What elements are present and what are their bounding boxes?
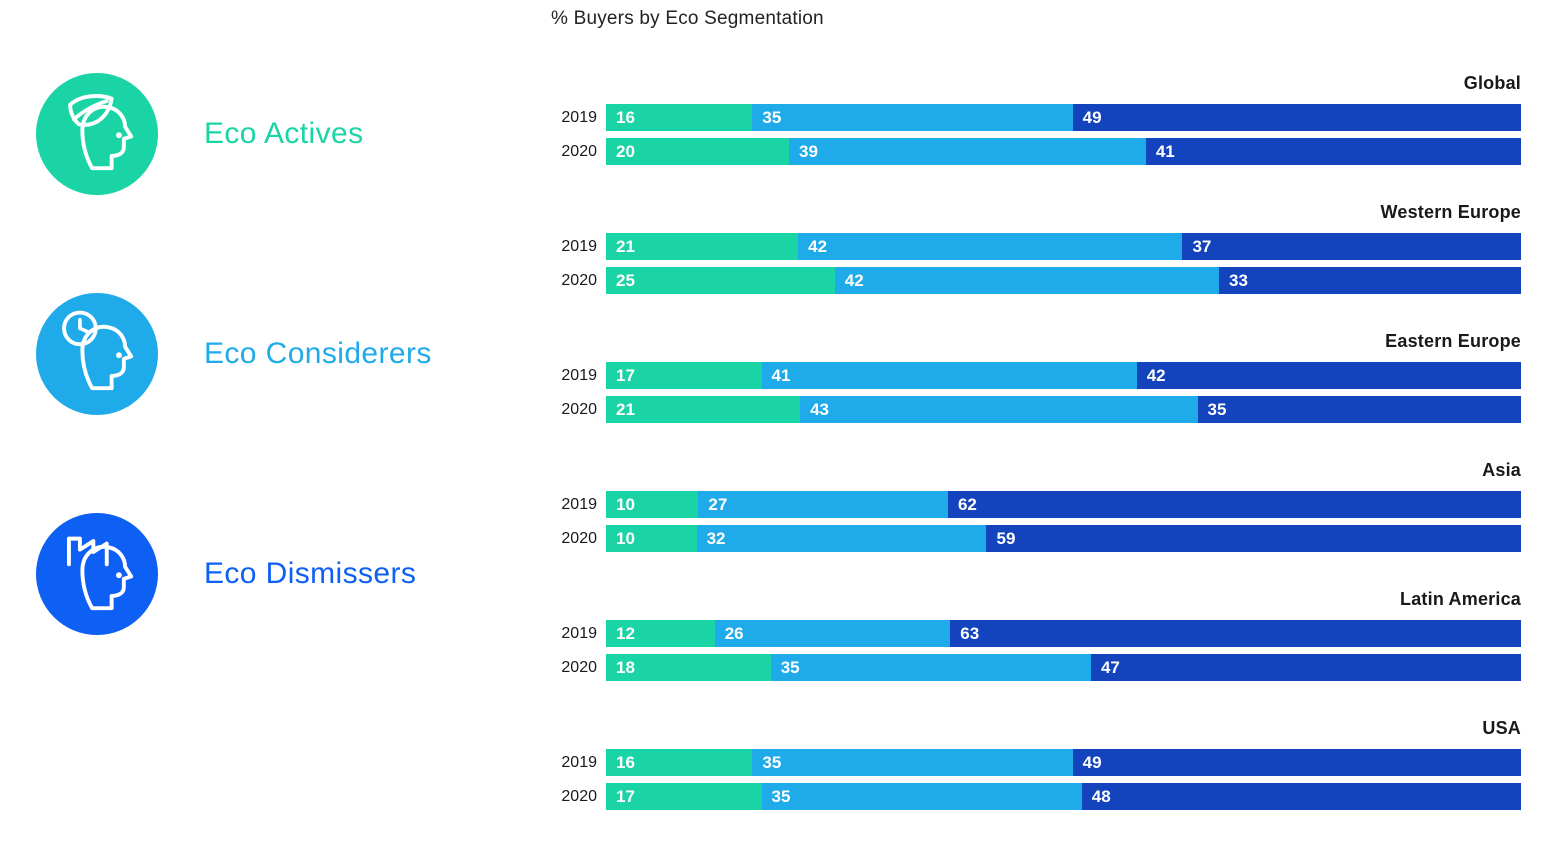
bar-segment-eco-actives: 10 bbox=[606, 491, 699, 518]
leaf-head-icon bbox=[36, 73, 158, 195]
stacked-bar: 18 35 47 bbox=[606, 654, 1521, 681]
bar-segment-eco-considerers: 35 bbox=[770, 654, 1091, 681]
bar-segment-eco-actives: 16 bbox=[606, 104, 753, 131]
bar-row: 2020 18 35 47 bbox=[551, 654, 1521, 681]
stacked-bar: 10 32 59 bbox=[606, 525, 1521, 552]
clock-head-icon bbox=[36, 293, 158, 415]
bar-segment-eco-dismissers: 48 bbox=[1081, 783, 1521, 810]
bar-row: 2019 16 35 49 bbox=[551, 749, 1521, 776]
region-group-asia: Asia 2019 10 27 62 2020 10 32 59 bbox=[551, 460, 1521, 552]
region-group-eastern-europe: Eastern Europe 2019 17 41 42 2020 21 43 35 bbox=[551, 331, 1521, 423]
bar-row: 2020 17 35 48 bbox=[551, 783, 1521, 810]
bar-segment-eco-dismissers: 49 bbox=[1072, 749, 1521, 776]
stacked-bar: 10 27 62 bbox=[606, 491, 1521, 518]
year-label: 2020 bbox=[561, 271, 597, 289]
bar-segment-eco-dismissers: 63 bbox=[950, 620, 1521, 647]
bar-segment-eco-considerers: 42 bbox=[834, 267, 1220, 294]
region-label: Asia bbox=[1482, 460, 1521, 480]
bar-segment-eco-actives: 25 bbox=[606, 267, 835, 294]
region-group-western-europe: Western Europe 2019 21 42 37 2020 25 42 33 bbox=[551, 202, 1521, 294]
year-label: 2020 bbox=[561, 142, 597, 160]
bar-row: 2019 17 41 42 bbox=[551, 362, 1521, 389]
region-label: Global bbox=[1463, 73, 1521, 93]
bar-segment-eco-dismissers: 42 bbox=[1136, 362, 1521, 389]
legend-label: Eco Actives bbox=[204, 117, 364, 150]
bar-segment-eco-actives: 21 bbox=[606, 233, 799, 260]
region-label: Eastern Europe bbox=[1385, 331, 1521, 351]
year-label: 2019 bbox=[561, 108, 597, 126]
bar-segment-eco-dismissers: 62 bbox=[947, 491, 1521, 518]
bar-segment-eco-actives: 12 bbox=[606, 620, 715, 647]
year-label: 2020 bbox=[561, 787, 597, 805]
bar-segment-eco-considerers: 42 bbox=[798, 233, 1183, 260]
bar-segment-eco-considerers: 27 bbox=[698, 491, 948, 518]
stacked-bar: 17 41 42 bbox=[606, 362, 1521, 389]
bar-row: 2019 12 26 63 bbox=[551, 620, 1521, 647]
stacked-bar: 20 39 41 bbox=[606, 138, 1521, 165]
bar-segment-eco-dismissers: 35 bbox=[1197, 396, 1521, 423]
bar-row: 2020 20 39 41 bbox=[551, 138, 1521, 165]
bar-segment-eco-actives: 20 bbox=[606, 138, 789, 165]
bar-segment-eco-dismissers: 41 bbox=[1145, 138, 1521, 165]
bar-row: 2020 21 43 35 bbox=[551, 396, 1521, 423]
year-label: 2019 bbox=[561, 624, 597, 642]
bar-segment-eco-actives: 21 bbox=[606, 396, 801, 423]
stacked-bar: 25 42 33 bbox=[606, 267, 1521, 294]
stacked-bar: 16 35 49 bbox=[606, 104, 1521, 131]
bar-row: 2019 21 42 37 bbox=[551, 233, 1521, 260]
bar-segment-eco-considerers: 35 bbox=[752, 749, 1073, 776]
bar-segment-eco-actives: 16 bbox=[606, 749, 753, 776]
stacked-bar: 12 26 63 bbox=[606, 620, 1521, 647]
bar-segment-eco-considerers: 41 bbox=[761, 362, 1137, 389]
bar-segment-eco-dismissers: 33 bbox=[1219, 267, 1521, 294]
factory-head-icon bbox=[36, 513, 158, 635]
bar-row: 2019 10 27 62 bbox=[551, 491, 1521, 518]
year-label: 2020 bbox=[561, 400, 597, 418]
bar-segment-eco-dismissers: 37 bbox=[1182, 233, 1521, 260]
region-label: USA bbox=[1482, 718, 1521, 738]
region-label: Latin America bbox=[1400, 589, 1521, 609]
bar-segment-eco-dismissers: 49 bbox=[1072, 104, 1521, 131]
year-label: 2020 bbox=[561, 658, 597, 676]
year-label: 2019 bbox=[561, 237, 597, 255]
stacked-bar: 17 35 48 bbox=[606, 783, 1521, 810]
bar-segment-eco-actives: 17 bbox=[606, 783, 762, 810]
bar-row: 2020 25 42 33 bbox=[551, 267, 1521, 294]
chart: % Buyers by Eco Segmentation Global 2019 1… bbox=[551, 8, 1521, 847]
region-group-usa: USA 2019 16 35 49 2020 17 35 48 bbox=[551, 718, 1521, 810]
legend-label: Eco Dismissers bbox=[204, 557, 417, 590]
bar-segment-eco-actives: 18 bbox=[606, 654, 771, 681]
bar-row: 2019 16 35 49 bbox=[551, 104, 1521, 131]
year-label: 2020 bbox=[561, 529, 597, 547]
bar-segment-eco-considerers: 35 bbox=[752, 104, 1073, 131]
bar-segment-eco-considerers: 26 bbox=[714, 620, 951, 647]
legend-item-eco-dismissers: Eco Dismissers bbox=[36, 513, 416, 635]
bar-segment-eco-considerers: 43 bbox=[800, 396, 1198, 423]
region-group-latin-america: Latin America 2019 12 26 63 2020 18 35 47 bbox=[551, 589, 1521, 681]
chart-title: % Buyers by Eco Segmentation bbox=[551, 8, 824, 29]
year-label: 2019 bbox=[561, 366, 597, 384]
stacked-bar: 21 43 35 bbox=[606, 396, 1521, 423]
bar-segment-eco-dismissers: 59 bbox=[986, 525, 1521, 552]
bar-segment-eco-considerers: 35 bbox=[761, 783, 1082, 810]
bar-segment-eco-considerers: 39 bbox=[789, 138, 1146, 165]
region-label: Western Europe bbox=[1380, 202, 1521, 222]
region-group-global: Global 2019 16 35 49 2020 20 39 41 bbox=[551, 73, 1521, 165]
legend-item-eco-actives: Eco Actives bbox=[36, 73, 363, 195]
bar-row: 2020 10 32 59 bbox=[551, 525, 1521, 552]
bar-segment-eco-actives: 17 bbox=[606, 362, 762, 389]
legend: Eco Actives Eco Considerers Eco Dismissers bbox=[36, 0, 516, 856]
year-label: 2019 bbox=[561, 753, 597, 771]
legend-item-eco-considerers: Eco Considerers bbox=[36, 293, 432, 415]
year-label: 2019 bbox=[561, 495, 597, 513]
chart-groups: Global 2019 16 35 49 2020 20 39 41 Western Europe… bbox=[551, 73, 1521, 810]
bar-segment-eco-dismissers: 47 bbox=[1090, 654, 1521, 681]
stacked-bar: 16 35 49 bbox=[606, 749, 1521, 776]
bar-segment-eco-considerers: 32 bbox=[696, 525, 987, 552]
legend-label: Eco Considerers bbox=[204, 337, 432, 370]
bar-segment-eco-actives: 10 bbox=[606, 525, 697, 552]
stacked-bar: 21 42 37 bbox=[606, 233, 1521, 260]
